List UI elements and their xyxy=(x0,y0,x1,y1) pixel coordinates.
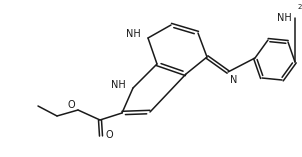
Text: NH: NH xyxy=(277,13,292,23)
Text: O: O xyxy=(106,130,114,140)
Text: N: N xyxy=(230,75,237,85)
Text: O: O xyxy=(67,100,75,110)
Text: 2: 2 xyxy=(298,4,302,10)
Text: NH: NH xyxy=(111,80,126,90)
Text: NH: NH xyxy=(126,29,141,39)
